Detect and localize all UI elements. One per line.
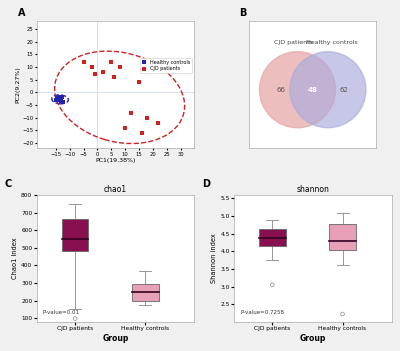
Point (54, 95, 60, 101)
Point (55, 97, 61, 102)
Bar (62, 219, 88, 251)
Point (57, 96, 63, 101)
Text: Healthy controls: Healthy controls (306, 40, 358, 45)
X-axis label: PC1(19.38%): PC1(19.38%) (95, 158, 136, 163)
Text: CJD patients: CJD patients (274, 40, 313, 45)
Point (80, 59, 87, 65)
Legend: Healthy controls, CJD patients: Healthy controls, CJD patients (140, 58, 192, 73)
Point (269, 282, 276, 287)
Text: P-value=0.01: P-value=0.01 (43, 310, 80, 315)
Text: D: D (202, 179, 210, 189)
Text: C: C (5, 179, 12, 189)
Point (56, 97, 62, 102)
Y-axis label: Shannon index: Shannon index (212, 233, 218, 283)
Point (128, 110, 134, 115)
Text: A: A (18, 8, 25, 18)
Point (155, 120, 162, 126)
X-axis label: Group: Group (300, 334, 326, 343)
Text: B: B (239, 8, 246, 18)
Point (89, 64, 95, 70)
Y-axis label: PC2(9.27%): PC2(9.27%) (16, 66, 20, 103)
Point (122, 125, 128, 131)
Title: chao1: chao1 (104, 185, 127, 194)
Text: P-value=0.7258: P-value=0.7258 (240, 310, 284, 315)
Bar (259, 230, 286, 246)
Point (339, 311, 346, 317)
Text: 48: 48 (308, 87, 318, 93)
Y-axis label: Chao1 Index: Chao1 Index (12, 238, 18, 279)
Point (72, 316, 78, 322)
Point (136, 79, 142, 85)
Point (139, 130, 145, 135)
Point (60, 99, 66, 105)
Text: 66: 66 (276, 87, 286, 93)
Text: 62: 62 (340, 87, 349, 93)
Point (58, 98, 64, 104)
Point (116, 64, 123, 70)
Circle shape (290, 52, 366, 128)
Point (144, 115, 150, 120)
X-axis label: Group: Group (102, 334, 129, 343)
Point (100, 69, 106, 75)
Point (59, 94, 65, 100)
Point (58, 98, 65, 103)
Bar (132, 284, 159, 300)
Point (53, 97, 60, 102)
Circle shape (260, 52, 336, 128)
Point (108, 59, 114, 65)
Bar (329, 224, 356, 250)
Point (111, 74, 117, 80)
Title: shannon: shannon (296, 185, 329, 194)
Point (92, 72, 98, 77)
Point (56, 94, 62, 100)
